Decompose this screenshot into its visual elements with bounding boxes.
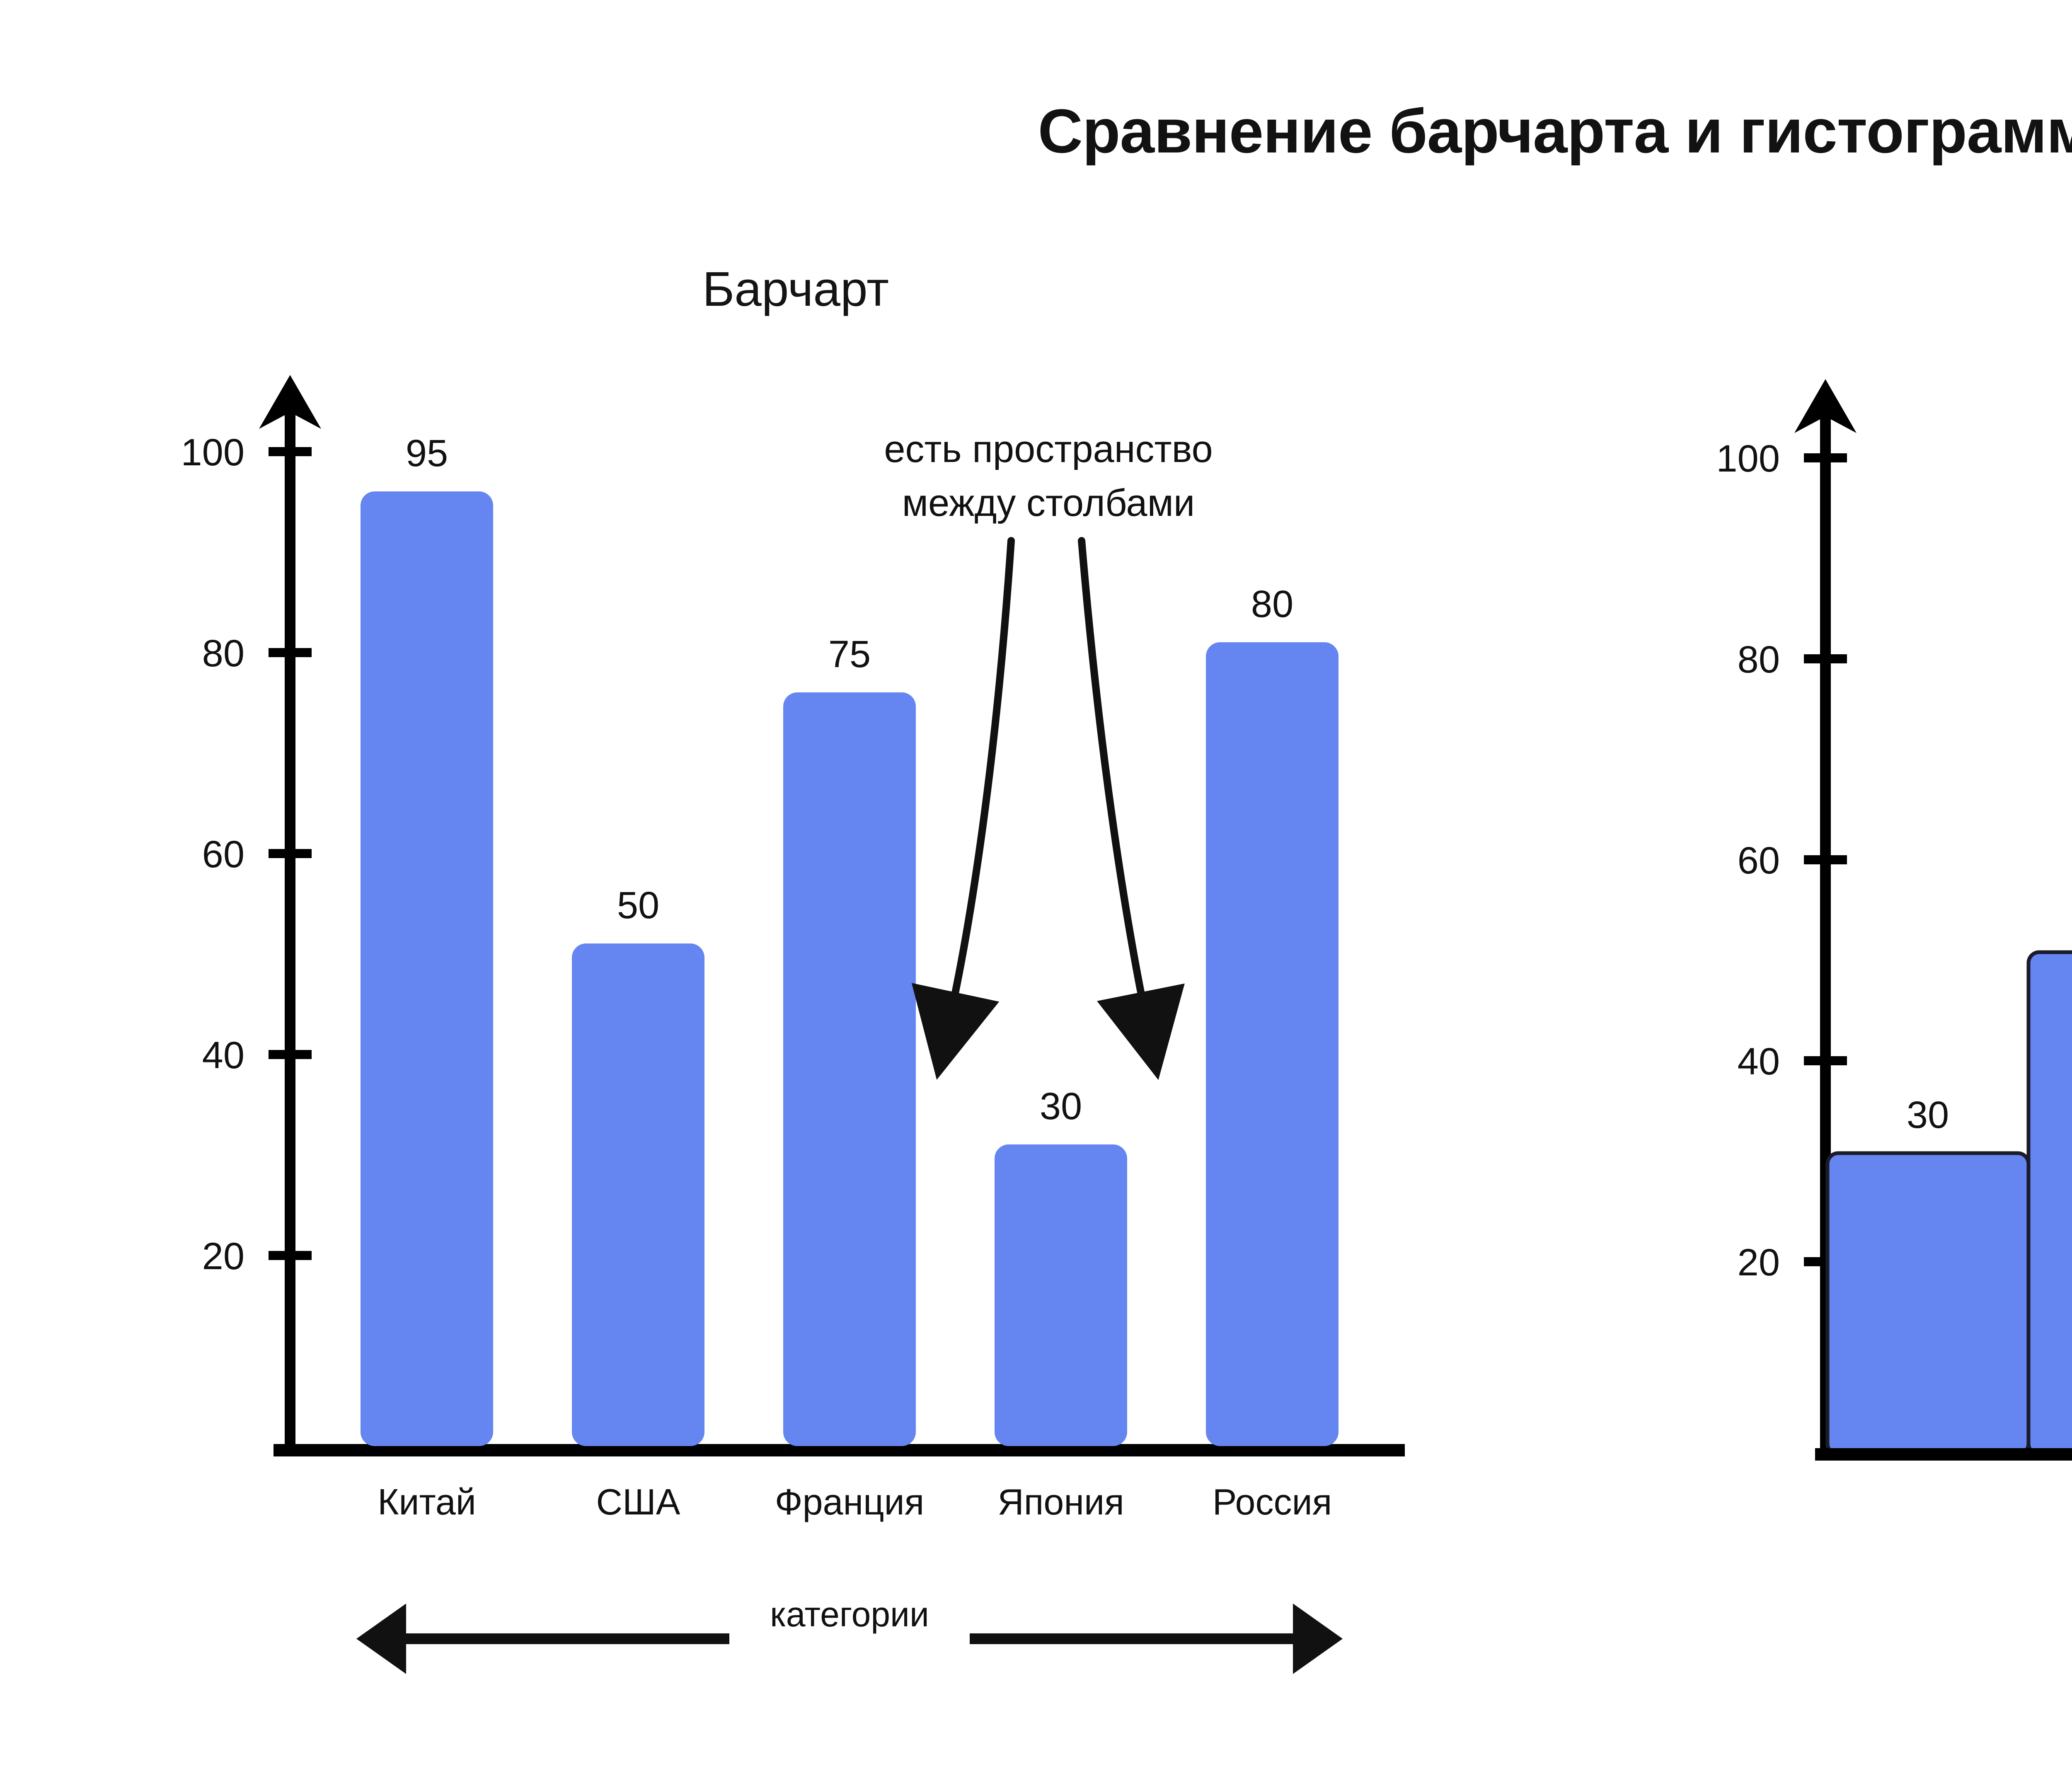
- bar-value-label: 95: [406, 432, 448, 474]
- y-axis-tick-labels: 100 80 60 40 20: [1716, 438, 1780, 1284]
- bar-value-labels: 95 50 75 30 80: [406, 432, 1293, 1127]
- y-axis-ticks: [269, 447, 312, 1260]
- y-tick-label: 100: [181, 431, 245, 474]
- histogram-bin[interactable]: [1825, 1151, 2031, 1456]
- annotation-arrow-icon: [1078, 537, 1185, 1080]
- y-tick-label: 20: [1738, 1241, 1780, 1284]
- barchart-panel: Барчарт 100 80 60 40 20: [181, 262, 1405, 1674]
- bar-item[interactable]: [995, 1144, 1127, 1446]
- category-label: Китай: [378, 1481, 476, 1522]
- bar-item[interactable]: [783, 692, 916, 1446]
- span-arrow-left-icon: [356, 1604, 406, 1674]
- y-tick-label: 60: [202, 833, 244, 876]
- y-tick-label: 20: [202, 1235, 244, 1277]
- x-axis-category-labels: Китай США Франция Япония Россия: [378, 1481, 1332, 1522]
- bar-series: [361, 491, 1339, 1446]
- category-label: Россия: [1213, 1481, 1332, 1522]
- bar-value-label: 75: [828, 633, 871, 675]
- y-tick-label: 80: [202, 632, 244, 675]
- y-tick-label: 40: [1738, 1040, 1780, 1083]
- bar-value-label: 30: [1040, 1085, 1082, 1127]
- y-axis-arrow-icon: [259, 375, 321, 429]
- span-label: категории: [770, 1595, 929, 1634]
- histogram-plot: 100 80 60 40 20 30 50 80 35 25: [1716, 379, 2072, 1461]
- bar-value-label: 50: [617, 884, 659, 926]
- page-title: Сравнение барчарта и гистограммы: [1038, 96, 2072, 166]
- barchart-title: Барчарт: [702, 262, 889, 317]
- bar-item[interactable]: [572, 943, 704, 1446]
- bar-item[interactable]: [1206, 642, 1339, 1446]
- annotation-line: есть пространство: [884, 428, 1213, 470]
- barchart-plot: 100 80 60 40 20 95 50 75 30 80 Китай США: [181, 375, 1405, 1674]
- bar-value-label: 80: [1251, 583, 1293, 625]
- annotation-arrows: [911, 537, 1185, 1080]
- span-arrow-right-icon: [1293, 1604, 1343, 1674]
- y-tick-label: 60: [1738, 839, 1780, 882]
- y-axis-tick-labels: 100 80 60 40 20: [181, 431, 245, 1277]
- y-axis: [259, 375, 321, 1450]
- histogram-panel: Гистограмма 100 80 60 40 20: [1591, 0, 2072, 1790]
- category-label: Япония: [997, 1481, 1124, 1522]
- annotation-arrow-icon: [911, 537, 1015, 1080]
- y-axis: [1794, 379, 1857, 1459]
- y-tick-label: 100: [1716, 438, 1780, 480]
- bin-value-label: 30: [1907, 1094, 1949, 1136]
- category-label: США: [596, 1481, 680, 1522]
- histogram-value-labels: 30 50 80 35 25: [1907, 1094, 1949, 1136]
- y-tick-label: 80: [1738, 639, 1780, 681]
- y-axis-arrow-icon: [1794, 379, 1857, 433]
- barchart-annotation: есть пространство между столбами: [884, 428, 1213, 524]
- histogram-bin[interactable]: [2026, 950, 2072, 1456]
- histogram-series: [1825, 950, 2072, 1456]
- category-label: Франция: [775, 1481, 925, 1522]
- x-span-indicator: категории: [356, 1595, 1343, 1674]
- annotation-line: между столбами: [902, 482, 1195, 524]
- y-tick-label: 40: [202, 1034, 244, 1076]
- bar-item[interactable]: [361, 491, 493, 1446]
- x-axis: [1815, 1448, 2072, 1461]
